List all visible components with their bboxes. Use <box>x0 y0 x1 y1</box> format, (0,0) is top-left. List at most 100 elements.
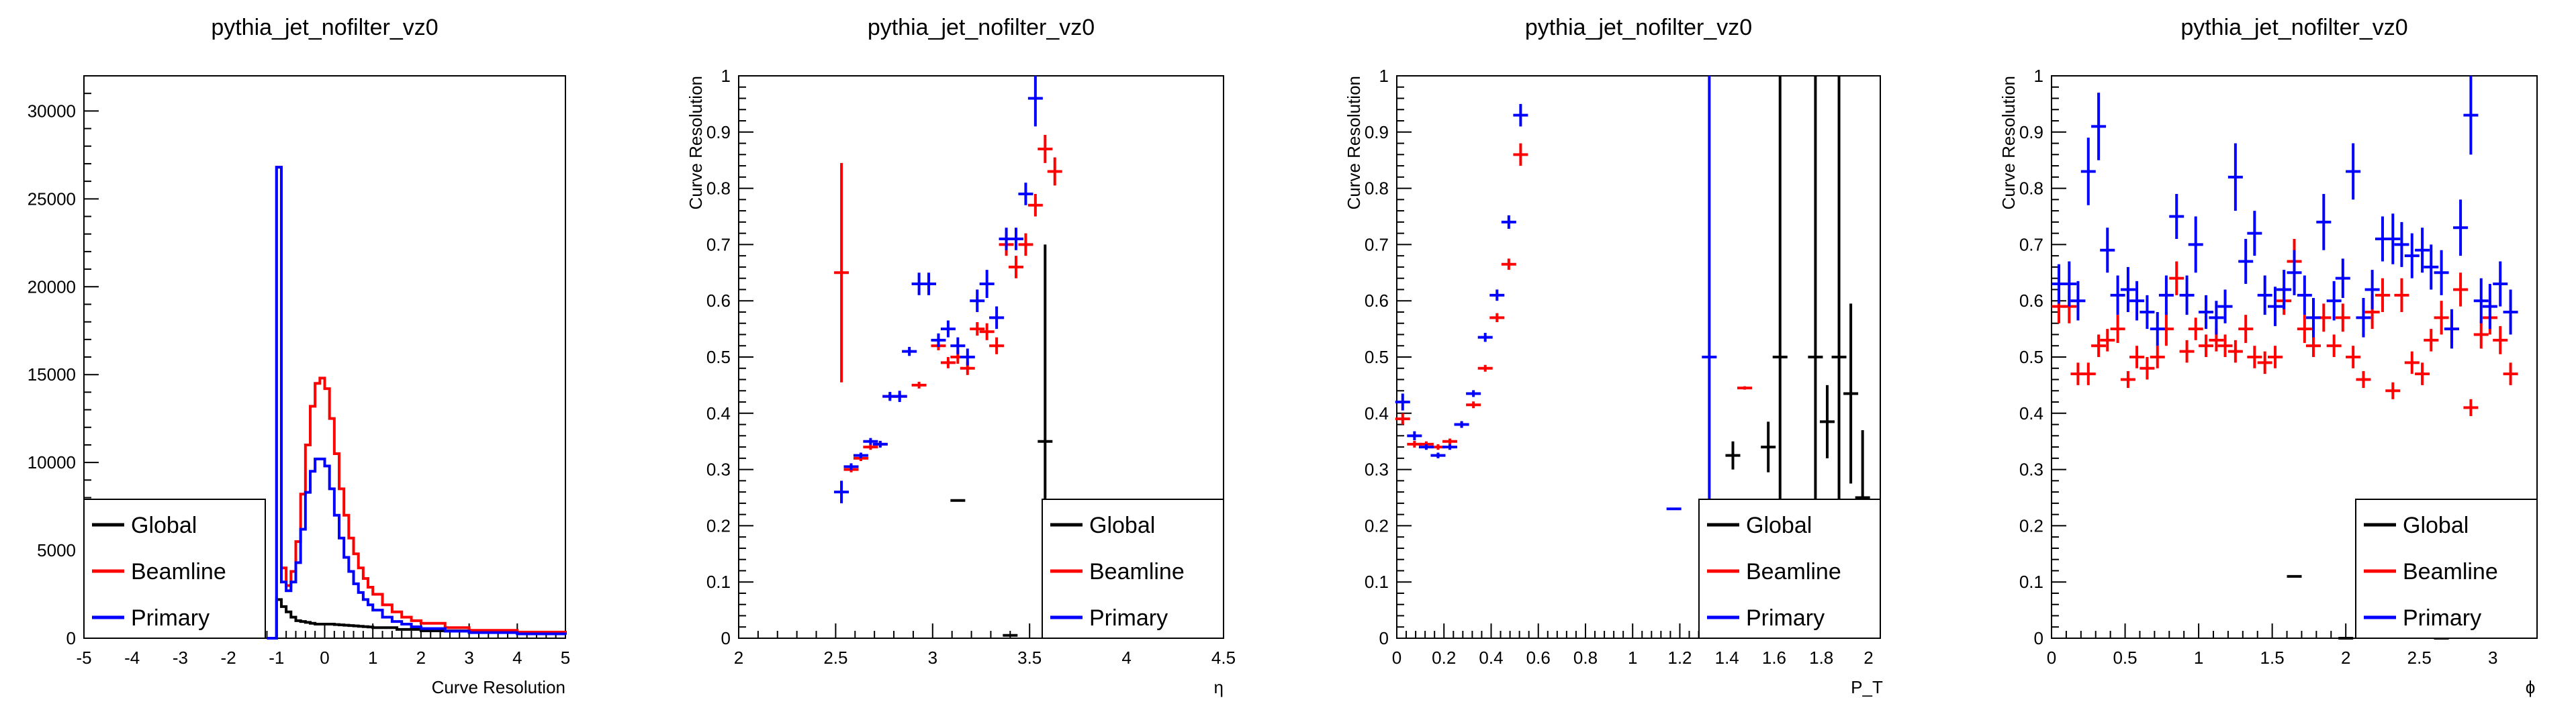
series-global <box>950 244 1053 638</box>
data-point <box>1442 438 1458 444</box>
data-point <box>2424 244 2439 290</box>
data-point <box>892 391 907 403</box>
y-tick-label: 0.2 <box>2019 515 2043 536</box>
y-tick-label: 0.7 <box>2019 234 2043 254</box>
data-point <box>2140 295 2155 330</box>
y-tick-label: 1 <box>2034 66 2043 86</box>
y-tick-label: 0.4 <box>2019 403 2043 423</box>
x-tick-label: 0.4 <box>1479 648 1503 668</box>
data-point <box>2385 382 2401 399</box>
data-point <box>834 162 849 383</box>
x-tick-label: 3 <box>928 648 937 668</box>
data-point <box>2091 93 2107 160</box>
data-point <box>1008 228 1023 250</box>
x-tick-label: 0.5 <box>2113 648 2137 668</box>
data-point <box>1477 364 1493 372</box>
data-point <box>2062 261 2077 307</box>
series-beamline <box>834 134 1062 472</box>
series-primary <box>2051 76 2518 349</box>
data-point <box>2179 275 2195 315</box>
y-tick-label: 0.5 <box>706 347 731 367</box>
x-tick-label: 2 <box>2341 648 2350 668</box>
data-point <box>2188 216 2203 273</box>
data-point <box>2110 315 2125 344</box>
data-point <box>2150 346 2165 368</box>
legend: Global Beamline Primary <box>83 499 266 639</box>
legend-label-global: Global <box>2403 513 2469 538</box>
x-tick-label: 1.8 <box>1809 648 1833 668</box>
legend-label-primary: Primary <box>131 605 210 631</box>
y-tick-label: 0.7 <box>1365 234 1389 254</box>
y-tick-label: 0.8 <box>1365 179 1389 199</box>
data-point <box>902 346 917 356</box>
series-beamline <box>1395 143 1753 450</box>
x-tick-label: 2 <box>1864 648 1873 668</box>
data-point <box>1843 303 1859 484</box>
data-point <box>2297 315 2312 344</box>
data-point <box>2227 143 2243 211</box>
data-point <box>2356 298 2371 338</box>
data-point <box>2227 340 2243 363</box>
data-point <box>2080 362 2096 385</box>
y-tick-label: 0 <box>1379 628 1389 648</box>
data-point <box>1513 143 1528 166</box>
histogram-line-global <box>267 598 565 640</box>
data-point <box>2356 370 2371 389</box>
series-primary <box>834 76 1043 503</box>
y-tick-label: 1 <box>1379 66 1389 86</box>
data-point <box>2169 261 2184 295</box>
data-point <box>1477 332 1493 342</box>
x-tick-label: 2 <box>416 648 426 668</box>
data-point <box>2338 637 2354 640</box>
x-tick-label: 3 <box>464 648 473 668</box>
data-point <box>2257 351 2272 374</box>
legend-label-primary: Primary <box>1746 605 1825 631</box>
data-point <box>2150 311 2165 346</box>
series-beamline <box>267 166 567 640</box>
legend-label-primary: Primary <box>2403 605 2481 631</box>
y-tick-label: 0.9 <box>706 122 731 142</box>
x-tick-label: 0 <box>1392 648 1401 668</box>
data-point <box>921 272 937 295</box>
y-tick-label: 0.6 <box>1365 291 1389 311</box>
data-point <box>1501 258 1516 270</box>
y-tick-label: 0.3 <box>1365 460 1389 480</box>
data-point <box>2247 211 2262 256</box>
y-axis-label: Curve Resolution <box>686 76 706 209</box>
data-point <box>2276 270 2292 309</box>
data-point <box>911 381 927 389</box>
y-tick-label: 0.6 <box>706 291 731 311</box>
y-tick-label: 0.5 <box>2019 347 2043 367</box>
data-point <box>2335 303 2350 332</box>
y-tick-label: 20000 <box>28 276 76 297</box>
data-point <box>2394 221 2409 267</box>
y-tick-label: 0 <box>2034 628 2043 648</box>
x-tick-label: 4 <box>512 648 522 668</box>
data-point <box>2335 258 2350 299</box>
data-point <box>2316 193 2332 250</box>
y-tick-label: 0.2 <box>1365 515 1389 536</box>
y-tick-label: 0.1 <box>706 572 731 592</box>
data-point <box>979 270 995 299</box>
legend-label-beamline: Beamline <box>1746 559 1841 585</box>
chart-title: pythia_jet_nofilter_vz0 <box>1525 15 1752 40</box>
data-point <box>1489 313 1505 323</box>
legend-label-beamline: Beamline <box>2403 559 2498 585</box>
data-point <box>863 444 878 450</box>
x-axis-label: ϕ <box>2526 677 2536 697</box>
data-point <box>2091 334 2107 357</box>
x-tick-label: 0 <box>2047 648 2056 668</box>
x-tick-label: 0.8 <box>1573 648 1598 668</box>
x-tick-label: 2 <box>734 648 743 668</box>
chart-panel-2: pythia_jet_nofilter_vz0 2 2.5 3 3.5 4 4.5 0 0.1 0… <box>686 15 1236 697</box>
data-point <box>1489 289 1505 301</box>
data-point <box>2415 362 2430 385</box>
data-point <box>1513 103 1528 127</box>
data-point <box>1666 507 1682 511</box>
data-point <box>2326 334 2342 357</box>
y-tick-label: 0.4 <box>706 403 731 423</box>
data-point <box>2199 334 2214 357</box>
x-tick-label: 5 <box>561 648 570 668</box>
data-point <box>2100 228 2115 273</box>
data-point <box>1018 233 1033 256</box>
